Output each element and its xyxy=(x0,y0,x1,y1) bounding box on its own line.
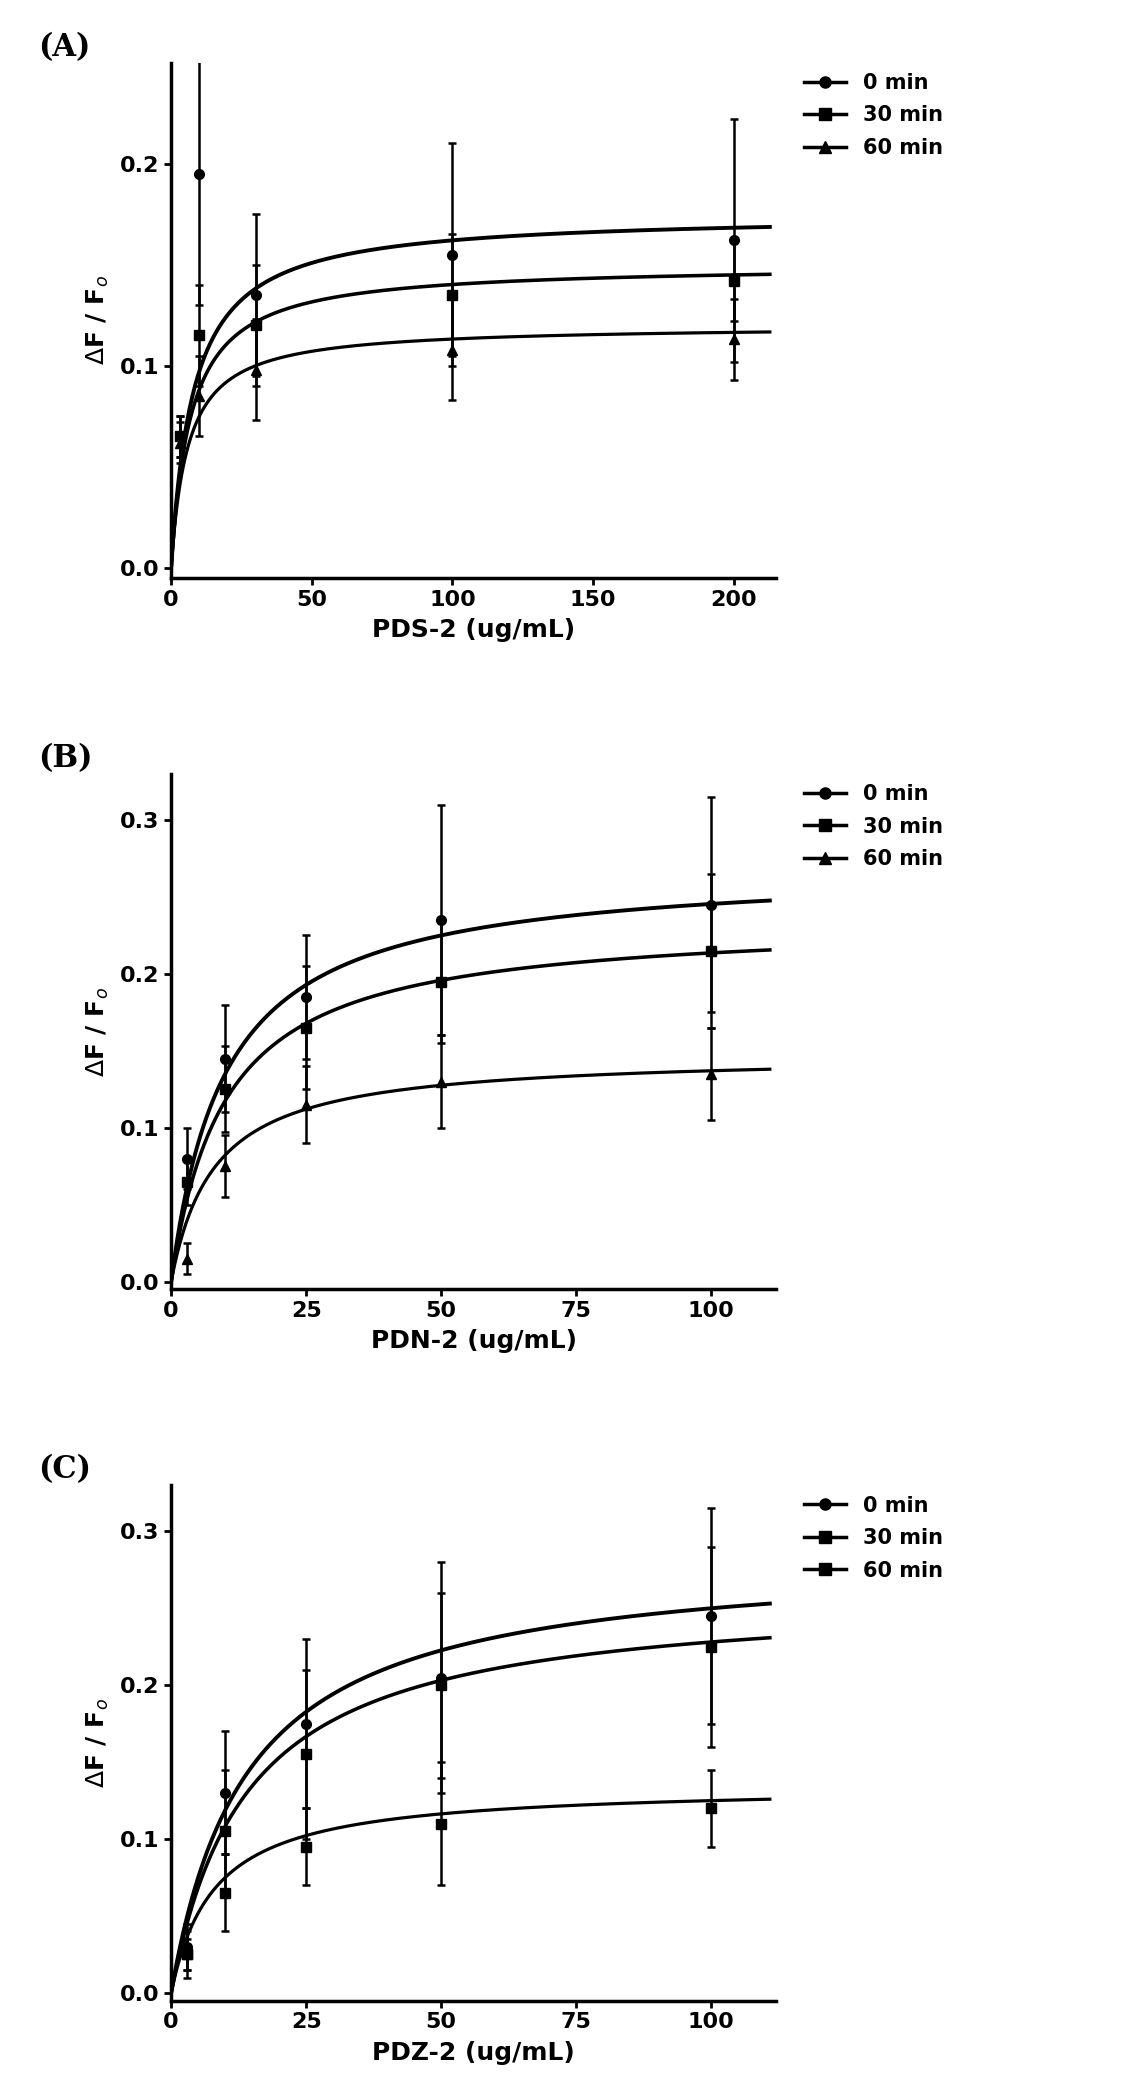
Text: (A): (A) xyxy=(38,31,90,63)
Text: (C): (C) xyxy=(38,1455,91,1486)
X-axis label: PDN-2 (ug/mL): PDN-2 (ug/mL) xyxy=(371,1330,576,1353)
X-axis label: PDZ-2 (ug/mL): PDZ-2 (ug/mL) xyxy=(372,2040,575,2065)
Y-axis label: $\Delta$F / F$_o$: $\Delta$F / F$_o$ xyxy=(86,1698,112,1788)
Y-axis label: $\Delta$F / F$_o$: $\Delta$F / F$_o$ xyxy=(86,275,112,365)
Legend: 0 min, 30 min, 60 min: 0 min, 30 min, 60 min xyxy=(804,1496,942,1580)
Legend: 0 min, 30 min, 60 min: 0 min, 30 min, 60 min xyxy=(804,784,942,869)
X-axis label: PDS-2 (ug/mL): PDS-2 (ug/mL) xyxy=(372,619,575,642)
Y-axis label: $\Delta$F / F$_o$: $\Delta$F / F$_o$ xyxy=(86,986,112,1077)
Text: (B): (B) xyxy=(38,742,92,773)
Legend: 0 min, 30 min, 60 min: 0 min, 30 min, 60 min xyxy=(804,73,942,158)
